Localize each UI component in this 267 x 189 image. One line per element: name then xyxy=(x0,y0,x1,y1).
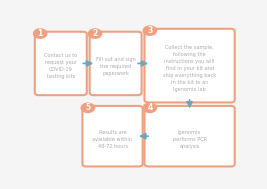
Text: 3: 3 xyxy=(147,26,152,35)
FancyBboxPatch shape xyxy=(144,106,235,167)
Circle shape xyxy=(143,26,156,35)
Text: Contact us to
request your
COVID-19
testing kits: Contact us to request your COVID-19 test… xyxy=(44,53,77,79)
Circle shape xyxy=(143,103,156,112)
FancyBboxPatch shape xyxy=(35,32,87,95)
Text: Results are
available within
48-72 hours: Results are available within 48-72 hours xyxy=(92,130,133,149)
Text: Collect the sample,
following the
instructions you will
find in your kit and
shi: Collect the sample, following the instru… xyxy=(163,45,216,92)
Text: 2: 2 xyxy=(92,29,98,38)
FancyBboxPatch shape xyxy=(83,106,143,167)
Circle shape xyxy=(81,103,95,112)
Text: 1: 1 xyxy=(38,29,43,38)
Text: 4: 4 xyxy=(147,103,152,112)
Text: Fill out and sign
the required
paperwork: Fill out and sign the required paperwork xyxy=(96,57,136,76)
Text: 5: 5 xyxy=(85,103,90,112)
Circle shape xyxy=(88,29,102,38)
FancyBboxPatch shape xyxy=(90,32,142,95)
Circle shape xyxy=(34,29,47,38)
FancyBboxPatch shape xyxy=(144,29,235,102)
Text: Igenomix
performs PCR
analysis: Igenomix performs PCR analysis xyxy=(172,130,207,149)
